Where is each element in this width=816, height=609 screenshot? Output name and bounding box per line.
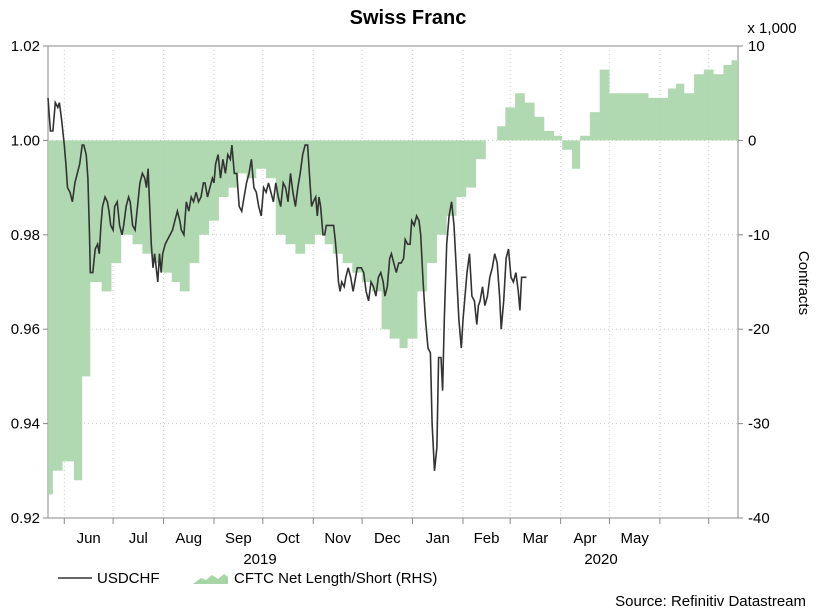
left-tick-label: 1.00 bbox=[11, 132, 40, 149]
chart-title: Swiss Franc bbox=[350, 7, 467, 29]
right-tick-label: -20 bbox=[748, 321, 770, 338]
year-label-2019: 2019 bbox=[243, 551, 276, 568]
left-tick-label: 0.92 bbox=[11, 510, 40, 527]
month-label-apr: Apr bbox=[573, 530, 596, 547]
right-axis-multiplier: x 1,000 bbox=[747, 20, 796, 37]
legend-cftc-swatch bbox=[193, 574, 228, 584]
left-axis: 0.92 0.94 0.96 0.98 1.00 1.02 bbox=[11, 38, 48, 527]
right-tick-label: -30 bbox=[748, 416, 770, 433]
legend-usdchf-label: USDCHF bbox=[97, 570, 160, 587]
right-tick-label: -40 bbox=[748, 510, 770, 527]
month-label-may: May bbox=[620, 530, 649, 547]
year-label-2020: 2020 bbox=[584, 551, 617, 568]
x-axis: Jun Jul Aug Sep Oct Nov Dec Jan Feb Mar Apr May bbox=[63, 518, 710, 547]
month-label-jan: Jan bbox=[426, 530, 450, 547]
right-tick-label: 10 bbox=[748, 38, 765, 55]
month-label-oct: Oct bbox=[276, 530, 300, 547]
month-label-mar: Mar bbox=[522, 530, 548, 547]
right-tick-label: 0 bbox=[748, 132, 756, 149]
month-label-feb: Feb bbox=[474, 530, 500, 547]
month-label-dec: Dec bbox=[374, 530, 401, 547]
left-tick-label: 0.94 bbox=[11, 416, 40, 433]
usdchf-line-series bbox=[47, 97, 527, 471]
month-label-jun: Jun bbox=[77, 530, 101, 547]
right-tick-label: -10 bbox=[748, 227, 770, 244]
month-label-jul: Jul bbox=[129, 530, 148, 547]
legend-cftc-label: CFTC Net Length/Short (RHS) bbox=[234, 570, 437, 587]
left-tick-label: 0.96 bbox=[11, 321, 40, 338]
month-label-aug: Aug bbox=[175, 530, 202, 547]
left-tick-label: 1.02 bbox=[11, 38, 40, 55]
right-axis-label: Contracts bbox=[795, 251, 812, 315]
right-axis: -40 -30 -20 -10 0 10 bbox=[738, 38, 770, 527]
left-tick-label: 0.98 bbox=[11, 227, 40, 244]
cftc-area-series bbox=[48, 60, 738, 495]
source-note: Source: Refinitiv Datastream bbox=[615, 593, 806, 609]
month-label-nov: Nov bbox=[324, 530, 351, 547]
month-label-sep: Sep bbox=[225, 530, 252, 547]
legend: USDCHF CFTC Net Length/Short (RHS) bbox=[58, 570, 437, 587]
